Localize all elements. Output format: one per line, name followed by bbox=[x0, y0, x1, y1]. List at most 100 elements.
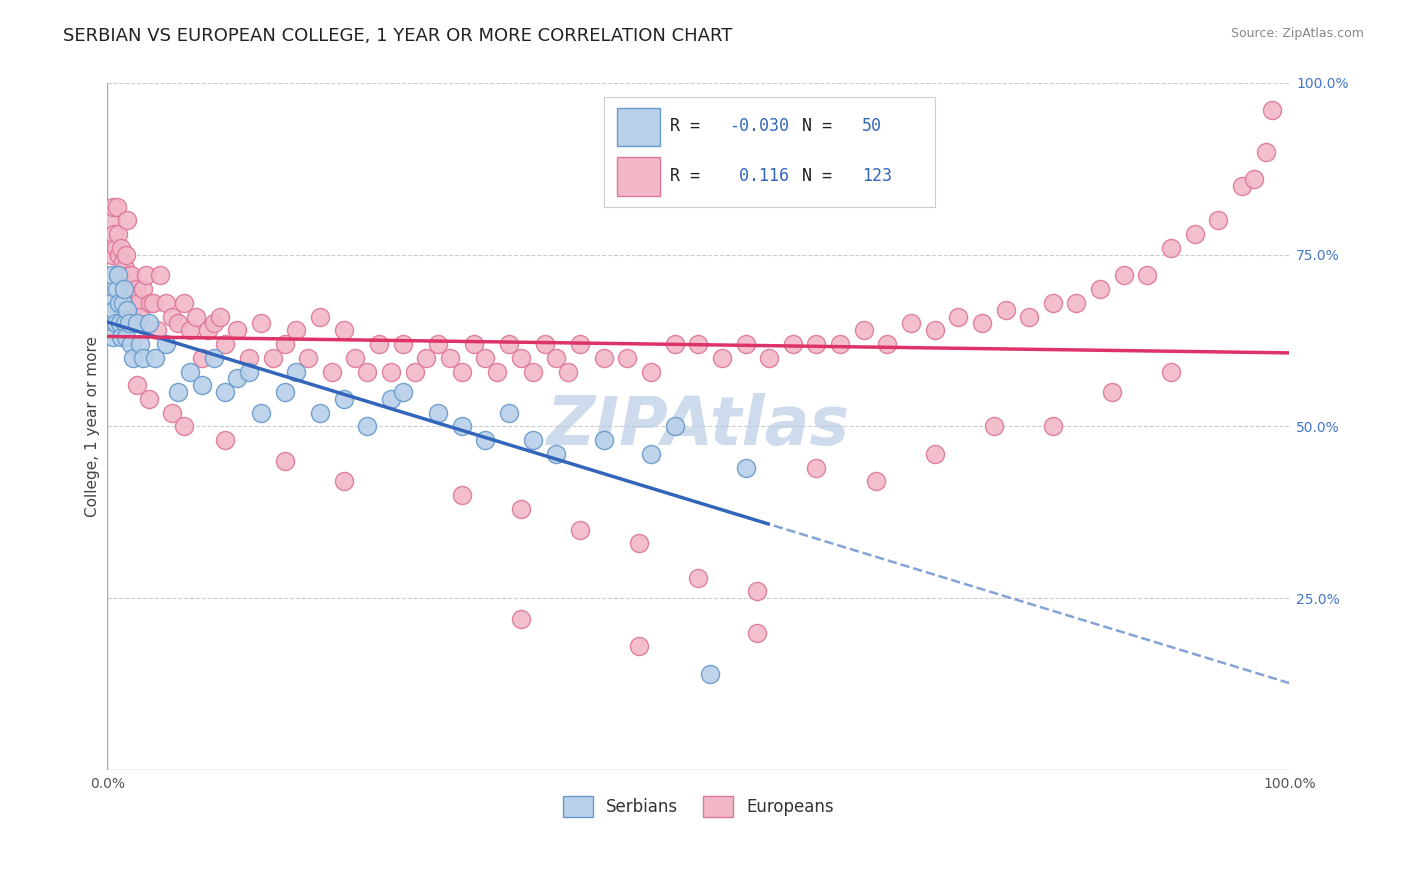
Point bbox=[191, 351, 214, 365]
Point bbox=[510, 612, 533, 626]
Point bbox=[1018, 310, 1040, 324]
Point bbox=[214, 337, 236, 351]
Point bbox=[486, 364, 509, 378]
Point bbox=[143, 351, 166, 365]
Legend: Serbians, Europeans: Serbians, Europeans bbox=[555, 789, 841, 823]
Point bbox=[332, 392, 354, 406]
Point bbox=[498, 406, 520, 420]
Point bbox=[122, 351, 145, 365]
Point bbox=[129, 337, 152, 351]
Point bbox=[162, 406, 184, 420]
Point bbox=[592, 434, 614, 448]
Point bbox=[640, 364, 662, 378]
Point bbox=[167, 385, 190, 400]
Point bbox=[114, 317, 136, 331]
Point bbox=[155, 295, 177, 310]
Point bbox=[184, 310, 207, 324]
Point bbox=[108, 295, 131, 310]
Point bbox=[510, 502, 533, 516]
Point bbox=[120, 337, 142, 351]
Point bbox=[439, 351, 461, 365]
Point bbox=[970, 317, 993, 331]
Point bbox=[125, 317, 148, 331]
Point bbox=[226, 371, 249, 385]
Point bbox=[450, 488, 472, 502]
Point bbox=[747, 625, 769, 640]
Point bbox=[865, 475, 887, 489]
Point bbox=[129, 310, 152, 324]
Point bbox=[628, 640, 651, 654]
Point bbox=[214, 385, 236, 400]
Point bbox=[162, 310, 184, 324]
Point bbox=[1042, 295, 1064, 310]
Point bbox=[285, 364, 308, 378]
Point bbox=[522, 434, 544, 448]
Point bbox=[510, 351, 533, 365]
Point bbox=[142, 295, 165, 310]
Point bbox=[101, 248, 124, 262]
Point bbox=[110, 268, 132, 283]
Point bbox=[124, 282, 146, 296]
Point bbox=[450, 419, 472, 434]
Point bbox=[924, 323, 946, 337]
Point bbox=[197, 323, 219, 337]
Point bbox=[356, 419, 378, 434]
Point bbox=[321, 364, 343, 378]
Point bbox=[101, 268, 124, 283]
Point bbox=[115, 330, 138, 344]
Point bbox=[474, 351, 496, 365]
Point bbox=[1208, 213, 1230, 227]
Point bbox=[1230, 179, 1253, 194]
Point bbox=[214, 434, 236, 448]
Point bbox=[404, 364, 426, 378]
Point bbox=[688, 337, 710, 351]
Point bbox=[806, 460, 828, 475]
Point bbox=[250, 406, 273, 420]
Point bbox=[830, 337, 852, 351]
Point bbox=[546, 351, 568, 365]
Point bbox=[640, 447, 662, 461]
Point bbox=[806, 337, 828, 351]
Point bbox=[391, 337, 413, 351]
Point bbox=[117, 302, 139, 317]
Point bbox=[309, 406, 332, 420]
Text: ZIPAtlas: ZIPAtlas bbox=[547, 393, 849, 459]
Point bbox=[344, 351, 367, 365]
Point bbox=[127, 295, 149, 310]
Point bbox=[948, 310, 970, 324]
Point bbox=[356, 364, 378, 378]
Point bbox=[309, 310, 332, 324]
Point bbox=[138, 317, 160, 331]
Point bbox=[1088, 282, 1111, 296]
Point bbox=[117, 317, 139, 331]
Point bbox=[569, 337, 592, 351]
Point bbox=[1260, 103, 1282, 118]
Point bbox=[110, 241, 132, 255]
Point bbox=[110, 330, 132, 344]
Point bbox=[105, 282, 128, 296]
Point bbox=[1101, 385, 1123, 400]
Point bbox=[155, 337, 177, 351]
Point bbox=[104, 317, 127, 331]
Point bbox=[250, 317, 273, 331]
Point bbox=[107, 268, 129, 283]
Point bbox=[149, 268, 172, 283]
Point bbox=[391, 385, 413, 400]
Text: Source: ZipAtlas.com: Source: ZipAtlas.com bbox=[1230, 27, 1364, 40]
Point bbox=[238, 351, 260, 365]
Point bbox=[179, 364, 201, 378]
Point bbox=[628, 536, 651, 550]
Point bbox=[117, 213, 139, 227]
Point bbox=[262, 351, 284, 365]
Point bbox=[924, 447, 946, 461]
Point bbox=[146, 323, 169, 337]
Point bbox=[699, 666, 721, 681]
Text: SERBIAN VS EUROPEAN COLLEGE, 1 YEAR OR MORE CORRELATION CHART: SERBIAN VS EUROPEAN COLLEGE, 1 YEAR OR M… bbox=[63, 27, 733, 45]
Point bbox=[173, 295, 195, 310]
Point bbox=[103, 227, 125, 241]
Point bbox=[1136, 268, 1159, 283]
Point bbox=[120, 268, 142, 283]
Point bbox=[179, 323, 201, 337]
Point bbox=[1112, 268, 1135, 283]
Point bbox=[131, 282, 153, 296]
